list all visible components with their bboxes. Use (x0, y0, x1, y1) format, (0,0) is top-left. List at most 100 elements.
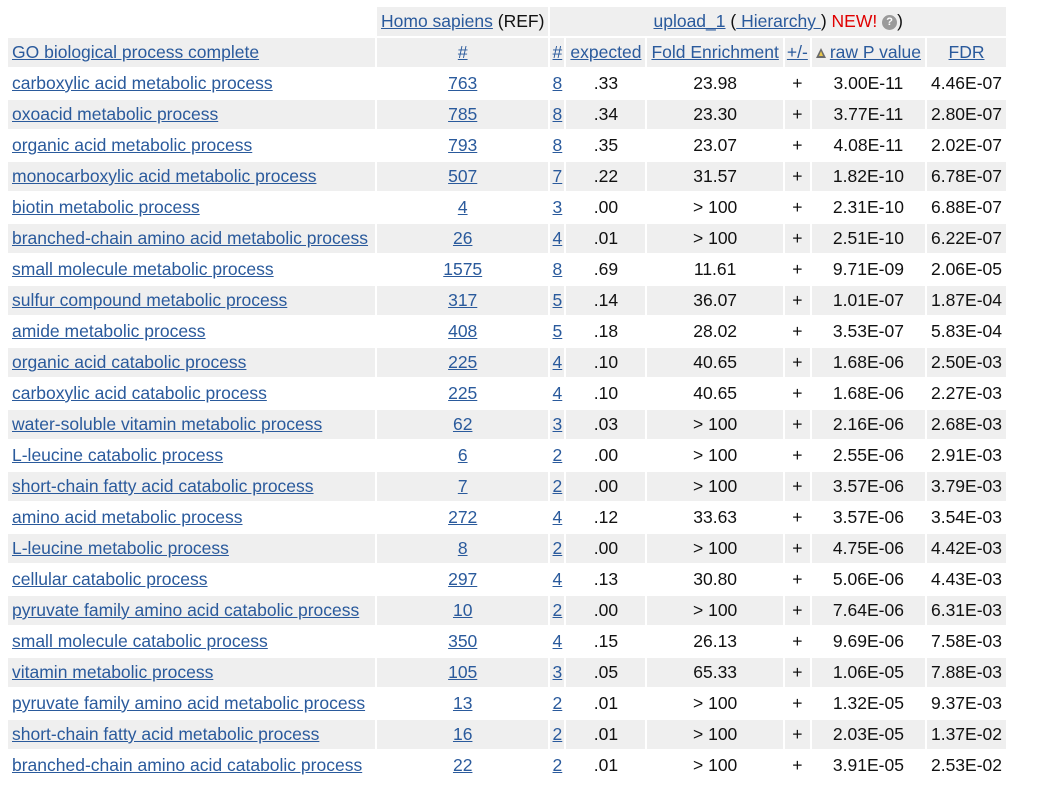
column-header-fdr[interactable]: FDR (948, 42, 985, 62)
process-link[interactable]: L-leucine catabolic process (12, 445, 224, 465)
new-badge: NEW! (826, 11, 878, 31)
process-link[interactable]: short-chain fatty acid metabolic process (12, 724, 320, 744)
process-link[interactable]: biotin metabolic process (12, 197, 200, 217)
ref-count-link[interactable]: 22 (452, 755, 473, 775)
ref-count-link[interactable]: 8 (457, 538, 468, 558)
table-row: cellular catabolic process 297 4.13 30.80 +5… (8, 565, 1007, 594)
gene-count-link[interactable]: 3 (552, 662, 563, 682)
expected-cell: .01 (566, 720, 646, 749)
process-link[interactable]: cellular catabolic process (12, 569, 208, 589)
enrichment-results-table: Homo sapiens (REF) upload_1 ( Hierarchy … (6, 5, 1008, 782)
process-link[interactable]: sulfur compound metabolic process (12, 290, 288, 310)
process-link[interactable]: L-leucine metabolic process (12, 538, 229, 558)
reference-organism-link[interactable]: Homo sapiens (381, 11, 493, 31)
gene-count-link[interactable]: 8 (552, 259, 563, 279)
process-link[interactable]: organic acid metabolic process (12, 135, 253, 155)
gene-count-link[interactable]: 2 (552, 445, 563, 465)
process-link[interactable]: carboxylic acid metabolic process (12, 73, 273, 93)
gene-count-link[interactable]: 4 (552, 352, 563, 372)
gene-count-link[interactable]: 8 (552, 73, 563, 93)
process-link[interactable]: branched-chain amino acid catabolic proc… (12, 755, 363, 775)
process-link[interactable]: water-soluble vitamin metabolic process (12, 414, 323, 434)
sign-cell: + (784, 565, 810, 594)
process-link[interactable]: oxoacid metabolic process (12, 104, 219, 124)
ref-count-link[interactable]: 1575 (443, 259, 483, 279)
gene-count-link[interactable]: 7 (552, 166, 563, 186)
process-link[interactable]: pyruvate family amino acid catabolic pro… (12, 600, 360, 620)
raw-p-value-cell: 2.03E-05 (811, 720, 925, 749)
ref-count-link[interactable]: 105 (448, 662, 478, 682)
ref-count-link[interactable]: 785 (448, 104, 478, 124)
table-row: amide metabolic process 408 5.18 28.02 +3.53… (8, 317, 1007, 346)
gene-count-link[interactable]: 8 (552, 135, 563, 155)
process-link[interactable]: small molecule catabolic process (12, 631, 268, 651)
ref-count-link[interactable]: 10 (452, 600, 473, 620)
ref-count-link[interactable]: 7 (457, 476, 468, 496)
fold-enrichment-cell: > 100 (647, 441, 783, 470)
raw-p-value-cell: 1.68E-06 (811, 379, 925, 408)
gene-count-link[interactable]: 2 (552, 755, 563, 775)
gene-count-link[interactable]: 3 (552, 414, 563, 434)
ref-count-link[interactable]: 16 (452, 724, 473, 744)
column-header-expected[interactable]: expected (570, 42, 642, 62)
ref-count-link[interactable]: 4 (457, 197, 468, 217)
gene-count-link[interactable]: 2 (552, 724, 563, 744)
gene-count-link[interactable]: 4 (552, 383, 563, 403)
ref-count-link[interactable]: 317 (448, 290, 478, 310)
process-link[interactable]: short-chain fatty acid catabolic process (12, 476, 314, 496)
ref-count-link[interactable]: 763 (448, 73, 478, 93)
sign-cell: + (784, 658, 810, 687)
process-link[interactable]: branched-chain amino acid metabolic proc… (12, 228, 369, 248)
gene-count-link[interactable]: 4 (552, 569, 563, 589)
gene-count-link[interactable]: 2 (552, 693, 563, 713)
table-row: vitamin metabolic process 105 3.05 65.33 +1.… (8, 658, 1007, 687)
process-link[interactable]: pyruvate family amino acid metabolic pro… (12, 693, 366, 713)
gene-count-link[interactable]: 5 (552, 290, 563, 310)
process-link[interactable]: vitamin metabolic process (12, 662, 214, 682)
process-link[interactable]: small molecule metabolic process (12, 259, 274, 279)
process-link[interactable]: amino acid metabolic process (12, 507, 243, 527)
gene-count-link[interactable]: 2 (552, 538, 563, 558)
raw-p-value-cell: 4.75E-06 (811, 534, 925, 563)
ref-count-link[interactable]: 62 (452, 414, 473, 434)
gene-count-link[interactable]: 3 (552, 197, 563, 217)
column-header-fold-enrichment[interactable]: Fold Enrichment (651, 42, 779, 62)
table-row: L-leucine metabolic process 8 2.00 > 100 +4.… (8, 534, 1007, 563)
gene-count-link[interactable]: 5 (552, 321, 563, 341)
ref-count-link[interactable]: 272 (448, 507, 478, 527)
table-row: oxoacid metabolic process 785 8.34 23.30 +3.… (8, 100, 1007, 129)
ref-count-link[interactable]: 350 (448, 631, 478, 651)
column-header-ref-count[interactable]: # (457, 42, 468, 62)
column-header-raw-p-value[interactable]: raw P value (829, 42, 921, 62)
gene-count-link[interactable]: 8 (552, 104, 563, 124)
expected-cell: .00 (566, 472, 646, 501)
upload-link[interactable]: upload_1 (653, 11, 726, 31)
process-link[interactable]: amide metabolic process (12, 321, 206, 341)
gene-count-link[interactable]: 2 (552, 476, 563, 496)
fold-enrichment-cell: > 100 (647, 596, 783, 625)
hierarchy-link[interactable]: Hierarchy (736, 11, 821, 31)
process-link[interactable]: monocarboxylic acid metabolic process (12, 166, 317, 186)
ref-count-link[interactable]: 408 (448, 321, 478, 341)
table-row: short-chain fatty acid metabolic process… (8, 720, 1007, 749)
ref-count-link[interactable]: 225 (448, 352, 478, 372)
column-header-sign[interactable]: +/- (786, 42, 808, 62)
fold-enrichment-cell: > 100 (647, 224, 783, 253)
process-link[interactable]: organic acid catabolic process (12, 352, 247, 372)
gene-count-link[interactable]: 4 (552, 228, 563, 248)
ref-count-link[interactable]: 13 (452, 693, 473, 713)
fold-enrichment-cell: 28.02 (647, 317, 783, 346)
gene-count-link[interactable]: 4 (552, 507, 563, 527)
ref-count-link[interactable]: 225 (448, 383, 478, 403)
gene-count-link[interactable]: 4 (552, 631, 563, 651)
help-circle-icon[interactable]: ? (882, 15, 898, 30)
process-link[interactable]: carboxylic acid catabolic process (12, 383, 267, 403)
column-header-process[interactable]: GO biological process complete (12, 42, 260, 62)
column-header-count[interactable]: # (552, 42, 563, 62)
ref-count-link[interactable]: 26 (452, 228, 473, 248)
gene-count-link[interactable]: 2 (552, 600, 563, 620)
ref-count-link[interactable]: 793 (448, 135, 478, 155)
ref-count-link[interactable]: 297 (448, 569, 478, 589)
ref-count-link[interactable]: 507 (448, 166, 478, 186)
ref-count-link[interactable]: 6 (457, 445, 468, 465)
